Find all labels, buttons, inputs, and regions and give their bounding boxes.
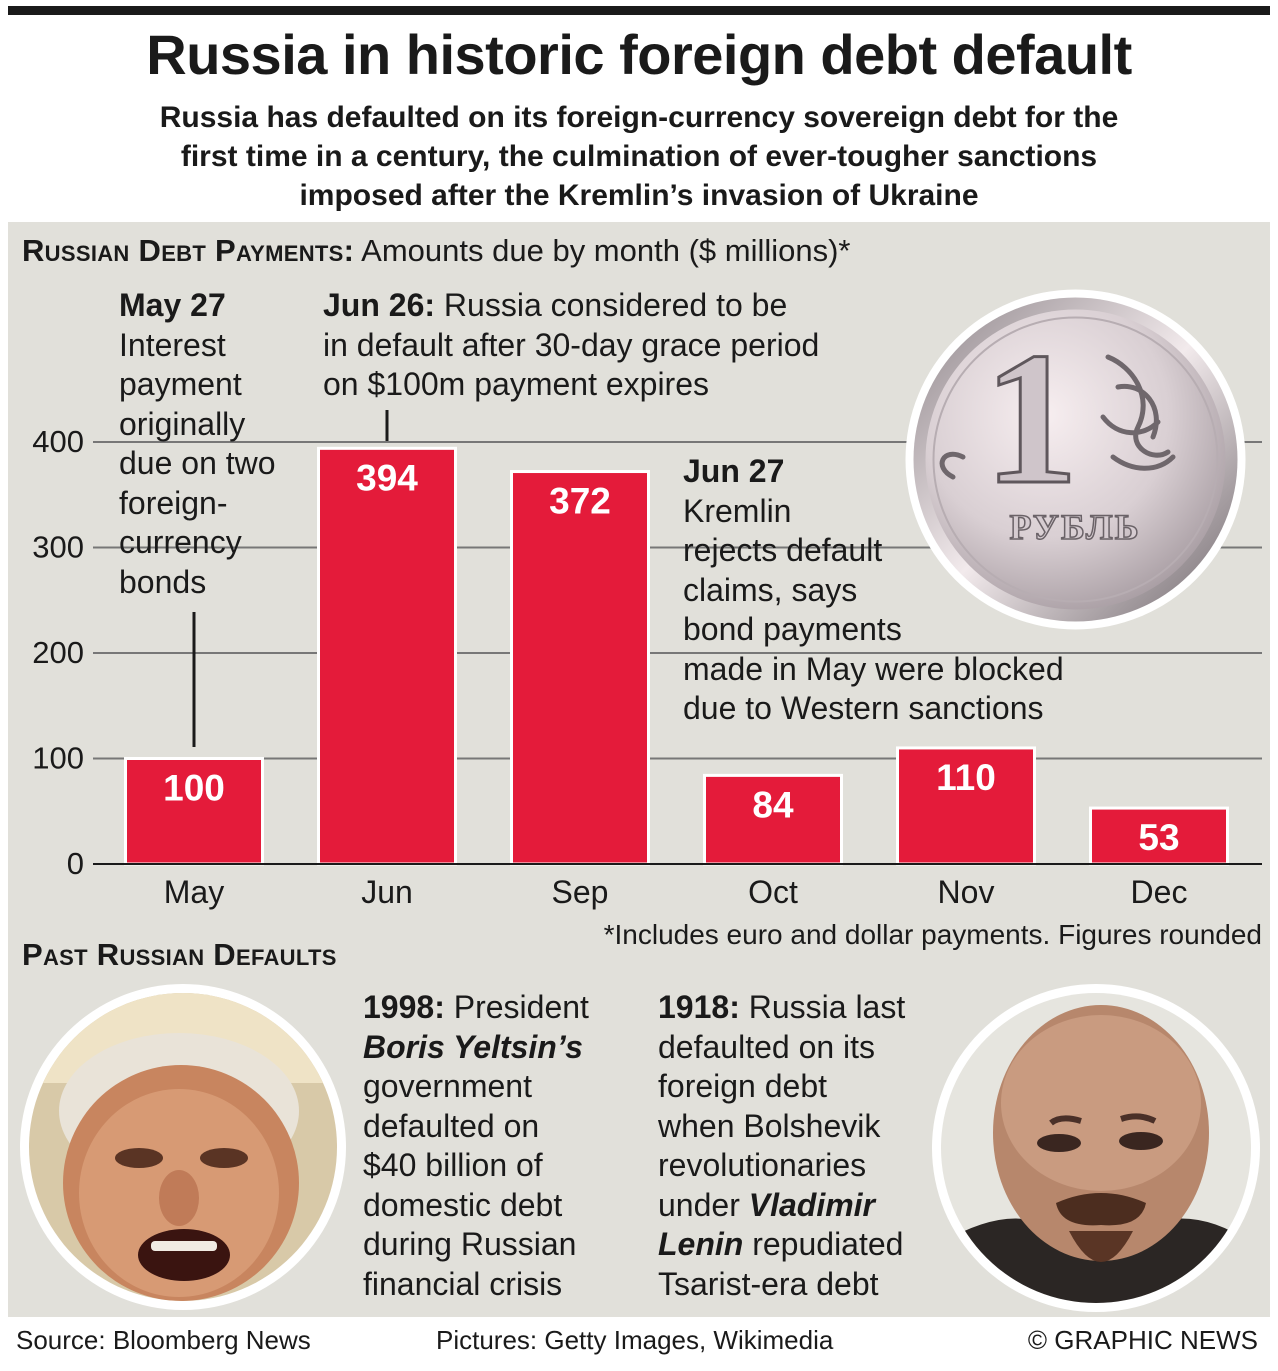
bar-value-label: 100 <box>163 768 225 809</box>
annotation-jun26: Jun 26: Russia considered to be in defau… <box>323 286 819 405</box>
bar-value-label: 110 <box>936 757 996 798</box>
bar-dec <box>1089 806 1229 866</box>
debt-heading-label: Russian Debt Payments: <box>22 233 355 268</box>
bio-line: during Russian <box>363 1226 577 1262</box>
x-category-label: Nov <box>938 874 995 910</box>
bio-line: $40 billion of <box>363 1147 543 1183</box>
x-category-label: Dec <box>1131 874 1188 910</box>
annotation-may27: May 27 Interest payment originally due o… <box>119 286 276 602</box>
yeltsin-intro: President <box>453 989 589 1025</box>
annotation-line: bonds <box>119 563 207 600</box>
annotation-line: Interest <box>119 326 226 363</box>
bar-jun <box>317 446 457 866</box>
bio-line: when Bolshevik <box>658 1107 881 1144</box>
bio-line: domestic debt <box>363 1186 563 1223</box>
yeltsin-portrait <box>20 984 346 1310</box>
bio-line: foreign debt <box>658 1068 828 1104</box>
x-category-label: Jun <box>361 874 413 910</box>
lenin-portrait-icon <box>941 993 1251 1303</box>
bio-line: defaulted on <box>363 1107 540 1144</box>
bar-value-label: 394 <box>356 457 418 498</box>
annotation-line: made in May were blocked <box>683 650 1064 687</box>
page-subtitle: Russia has defaulted on its foreign-curr… <box>40 98 1238 215</box>
debt-bar-chart: 0 100 200 300 400 100 May 394 Jun 372 Sep 84 Oct 110 N… <box>32 410 1262 910</box>
ruble-coin-icon: 1 РУБЛЬ <box>905 289 1246 630</box>
annotation-line: Russia considered to be <box>443 287 788 323</box>
bio-line: government <box>363 1068 532 1104</box>
bio-line: revolutionaries <box>658 1147 867 1183</box>
bar-value-label: 53 <box>1138 817 1179 858</box>
subtitle-line: Russia has defaulted on its foreign-curr… <box>159 101 1119 134</box>
pictures-credit: Pictures: Getty Images, Wikimedia <box>436 1325 834 1355</box>
annotation-line: rejects default <box>683 532 883 568</box>
annotation-line: currency <box>119 524 242 560</box>
bio-line: Tsarist-era debt <box>658 1265 879 1302</box>
annotation-line: due on two <box>119 445 276 481</box>
debt-section-heading: Russian Debt Payments: Amounts due by mo… <box>22 233 851 269</box>
y-tick-label: 400 <box>32 424 84 459</box>
debt-heading-unit: Amounts due by month ($ millions)* <box>361 233 851 268</box>
bio-line: under <box>658 1186 740 1223</box>
annotation-line: on $100m payment expires <box>323 366 709 402</box>
yeltsin-year: 1998: <box>363 989 445 1025</box>
coin-numeral: 1 <box>984 314 1079 524</box>
bio-line: Russia last <box>748 989 906 1025</box>
bio-line: repudiated <box>752 1226 904 1262</box>
bar-sep <box>510 470 650 866</box>
annotation-line: in default after 30-day grace period <box>323 326 820 363</box>
annotation-line: payment <box>119 366 242 402</box>
y-tick-label: 100 <box>32 741 84 776</box>
annotation-line: foreign- <box>119 484 228 521</box>
coin-inscription: РУБЛЬ <box>1009 507 1140 547</box>
annotation-date: Jun 26: <box>323 287 436 323</box>
past-defaults-label: Past Russian Defaults <box>22 937 337 972</box>
lenin-name-last: Lenin <box>658 1226 744 1262</box>
annotation-line: Kremlin <box>683 492 792 529</box>
y-tick-label: 300 <box>32 530 84 565</box>
bar-nov <box>896 746 1036 866</box>
annotation-date: May 27 <box>119 287 226 323</box>
lenin-year: 1918: <box>658 989 740 1025</box>
annotation-line: bond payments <box>683 611 902 647</box>
annotation-line: originally <box>119 405 246 442</box>
bio-line: financial crisis <box>363 1265 563 1302</box>
annotation-line: claims, says <box>683 571 858 608</box>
x-category-label: Oct <box>748 874 798 910</box>
subtitle-line: first time in a century, the culmination… <box>180 140 1098 173</box>
graphic-news-credit: © GRAPHIC NEWS <box>1027 1325 1258 1355</box>
annotation-date: Jun 27 <box>683 453 785 489</box>
lenin-portrait <box>932 984 1260 1312</box>
bio-line: defaulted on its <box>658 1028 876 1065</box>
yeltsin-text: 1998: President Boris Yeltsin’s governme… <box>363 988 589 1304</box>
subtitle-line: imposed after the Kremlin’s invasion of … <box>299 179 979 212</box>
source-credit: Source: Bloomberg News <box>16 1325 311 1355</box>
top-rule <box>8 6 1270 15</box>
lenin-text: 1918: Russia last defaulted on its forei… <box>658 988 905 1304</box>
page-title: Russia in historic foreign debt default <box>146 23 1132 86</box>
lenin-name-first: Vladimir <box>748 1186 875 1223</box>
annotation-line: due to Western sanctions <box>683 690 1044 726</box>
bar-may <box>124 757 264 866</box>
x-category-label: Sep <box>552 874 609 910</box>
x-category-label: May <box>164 874 224 910</box>
y-tick-label: 0 <box>67 846 84 881</box>
past-defaults-heading: Past Russian Defaults <box>22 937 337 973</box>
bar-value-label: 84 <box>752 784 794 825</box>
chart-footnote: *Includes euro and dollar payments. Figu… <box>603 919 1262 950</box>
yeltsin-portrait-icon <box>29 993 337 1301</box>
bar-value-label: 372 <box>549 481 611 522</box>
annotation-jun27: Jun 27 Kremlin rejects default claims, s… <box>683 452 1064 729</box>
yeltsin-name: Boris Yeltsin’s <box>363 1028 583 1065</box>
y-tick-label: 200 <box>32 635 84 670</box>
